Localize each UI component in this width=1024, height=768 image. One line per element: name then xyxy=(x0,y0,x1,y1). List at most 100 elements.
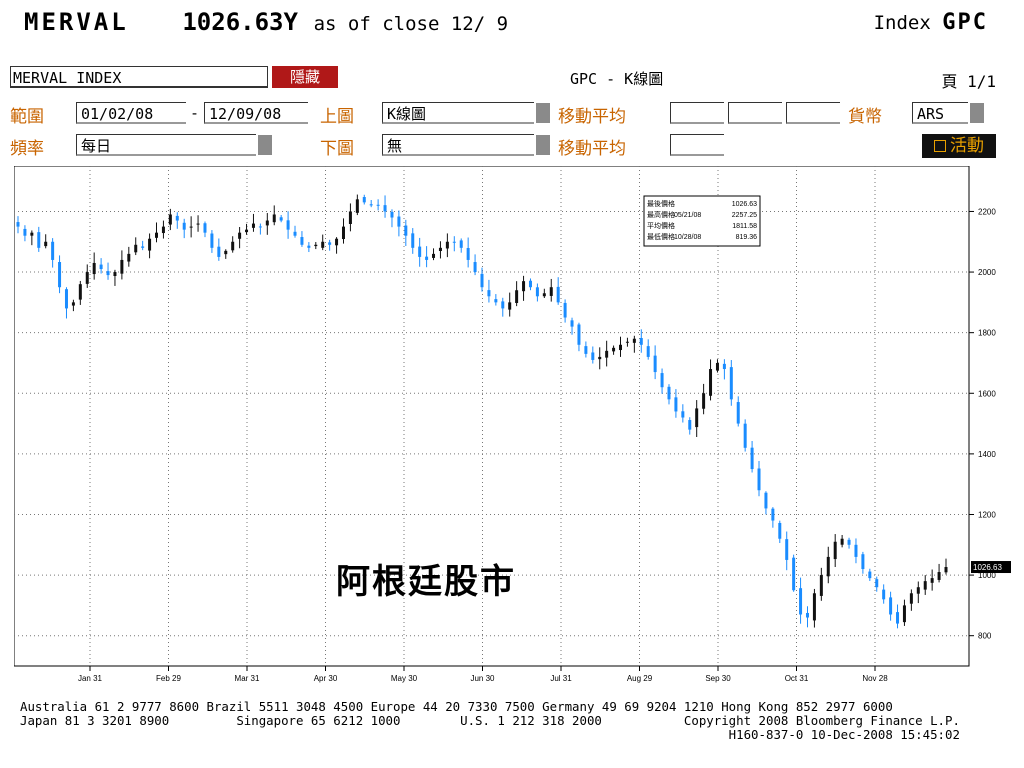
candle-body xyxy=(625,341,629,343)
candle-body xyxy=(882,589,886,600)
candle-body xyxy=(570,320,574,327)
candle-body xyxy=(743,423,747,448)
candle-body xyxy=(265,220,269,226)
candle-body xyxy=(847,539,851,545)
frequency-dropdown-button[interactable] xyxy=(258,135,272,155)
frequency-select[interactable]: 每日 xyxy=(76,134,256,156)
x-tick-label: Oct 31 xyxy=(785,674,809,683)
ma1-input-a[interactable] xyxy=(670,102,724,124)
candle-body xyxy=(314,244,318,247)
candle-body xyxy=(127,253,131,262)
lower-chart-dropdown-button[interactable] xyxy=(536,135,550,155)
legend-label: 平均價格 xyxy=(647,221,675,230)
candle-body xyxy=(168,214,172,225)
candle-body xyxy=(660,373,664,388)
candle-body xyxy=(653,355,657,373)
candle-body xyxy=(632,338,636,343)
footer-line-2: Japan 81 3 3201 8900 Singapore 65 6212 1… xyxy=(20,713,960,728)
candle-body xyxy=(584,346,588,354)
x-tick-label: Sep 30 xyxy=(705,674,731,683)
candle-body xyxy=(293,231,297,236)
candle-body xyxy=(812,593,816,621)
index-label: Index xyxy=(873,12,931,34)
ma2-input-a[interactable] xyxy=(670,134,724,156)
candle-body xyxy=(729,367,733,400)
candle-body xyxy=(37,232,41,248)
candle-body xyxy=(58,262,62,288)
x-axis: Jan 31 Feb 29 Mar 31 Apr 30 May 30 Jun 30 Jul … xyxy=(78,666,888,683)
upper-chart-select[interactable]: K線圖 xyxy=(382,102,534,124)
ma1-input-c[interactable] xyxy=(786,102,840,124)
currency-input[interactable]: ARS xyxy=(912,102,968,124)
candle-body xyxy=(778,522,782,539)
candle-body xyxy=(508,302,512,310)
candle-body xyxy=(196,223,200,225)
hide-button[interactable]: 隱藏 xyxy=(272,66,338,88)
candle-body xyxy=(85,272,89,284)
date-to-input[interactable]: 12/09/08 xyxy=(204,102,308,124)
candle-body xyxy=(134,244,138,253)
candle-body xyxy=(702,393,706,409)
upper-chart-dropdown-button[interactable] xyxy=(536,103,550,123)
checkbox-icon xyxy=(934,140,946,152)
candle-body xyxy=(203,223,207,233)
plot-area xyxy=(14,166,970,667)
candle-body xyxy=(355,199,359,213)
candle-body xyxy=(805,612,809,618)
candle-body xyxy=(639,338,643,345)
candle-body xyxy=(771,508,775,521)
lower-chart-select[interactable]: 無 xyxy=(382,134,534,156)
last-price: 1026.63Y xyxy=(182,8,298,36)
last-price-marker xyxy=(971,561,1011,574)
candle-body xyxy=(321,241,325,248)
date-from-input[interactable]: 01/02/08 xyxy=(76,102,186,124)
candle-body xyxy=(390,211,394,218)
candle-body xyxy=(757,468,761,491)
candle-body xyxy=(258,226,262,228)
candle-body xyxy=(591,352,595,360)
candle-body xyxy=(494,299,498,303)
control-panel: MERVAL INDEX 隱藏 GPC - K線圖 頁 1/1 範圍 01/02… xyxy=(10,66,1000,162)
candle-body xyxy=(923,581,927,590)
candle-body xyxy=(92,262,96,275)
candle-body xyxy=(889,597,893,615)
candle-body xyxy=(452,241,456,243)
candle-body xyxy=(341,226,345,240)
candle-body xyxy=(71,302,75,306)
candle-body xyxy=(688,420,692,430)
candle-body xyxy=(646,346,650,357)
candle-body xyxy=(556,286,560,303)
candle-body xyxy=(300,237,304,245)
candle-body xyxy=(473,262,477,273)
candle-body xyxy=(722,363,726,370)
price-chart[interactable]: 800 1000 1200 1400 1600 1800 2000 2200 1026.63 J… xyxy=(14,166,1014,696)
candle-body xyxy=(695,408,699,428)
candle-body xyxy=(736,402,740,424)
index-name-field[interactable]: MERVAL INDEX xyxy=(10,66,268,88)
panel-row-2: 範圍 01/02/08 - 12/09/08 上圖 K線圖 移動平均 貨幣 AR… xyxy=(10,102,1000,127)
chart-function-title: GPC - K線圖 xyxy=(570,70,664,88)
candle-body xyxy=(715,362,719,371)
candle-body xyxy=(328,242,332,245)
x-tick-label: Jun 30 xyxy=(470,674,495,683)
candle-body xyxy=(750,447,754,470)
candle-body xyxy=(210,233,214,248)
candle-body xyxy=(799,588,803,615)
active-button[interactable]: 活動 xyxy=(922,134,996,158)
footer-line-3: H160-837-0 10-Dec-2008 15:45:02 xyxy=(20,727,960,742)
candle-body xyxy=(619,344,623,351)
candle-body xyxy=(792,557,796,591)
candle-body xyxy=(189,226,193,228)
y-tick-label: 2000 xyxy=(978,268,996,277)
candle-body xyxy=(286,220,290,230)
y-tick-label: 1800 xyxy=(978,329,996,338)
y-axis: 800 1000 1200 1400 1600 1800 2000 2200 1026.63 xyxy=(969,207,1011,641)
candle-body xyxy=(854,544,858,557)
ma1-input-b[interactable] xyxy=(728,102,782,124)
index-code-header: Index GPC xyxy=(874,10,988,35)
candle-body xyxy=(411,233,415,248)
candle-body xyxy=(861,554,865,570)
candle-body xyxy=(930,578,934,583)
currency-label: 貨幣 xyxy=(848,107,882,127)
currency-dropdown-button[interactable] xyxy=(970,103,984,123)
